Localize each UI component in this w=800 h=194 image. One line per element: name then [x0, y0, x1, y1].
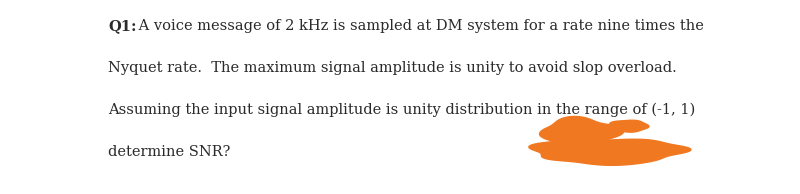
Text: Q1:: Q1: [108, 19, 137, 33]
Text: determine SNR?: determine SNR? [108, 145, 230, 158]
Text: Nyquet rate.  The maximum signal amplitude is unity to avoid slop overload.: Nyquet rate. The maximum signal amplitud… [108, 61, 677, 75]
Polygon shape [609, 120, 649, 132]
Text: Assuming the input signal amplitude is unity distribution in the range of (-1, 1: Assuming the input signal amplitude is u… [108, 103, 695, 117]
Text: A voice message of 2 kHz is sampled at DM system for a rate nine times the: A voice message of 2 kHz is sampled at D… [134, 19, 704, 33]
Polygon shape [529, 139, 691, 165]
Polygon shape [539, 116, 624, 146]
